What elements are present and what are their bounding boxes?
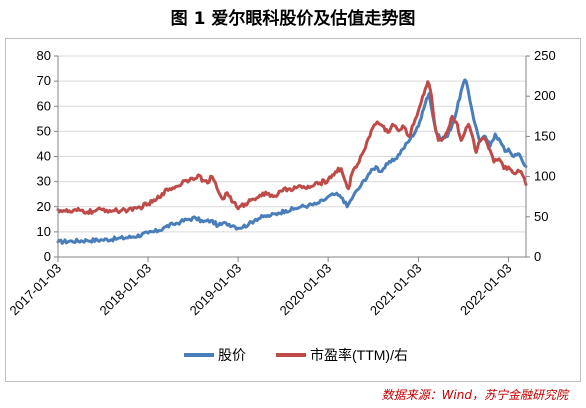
- x-tick-label: 2018-01-03: [97, 261, 155, 319]
- gridlines: [58, 55, 526, 233]
- y2-tick-label: 150: [534, 128, 556, 143]
- y-tick-label: 20: [37, 199, 51, 214]
- series-lines: [56, 78, 528, 245]
- y-tick-label: 0: [44, 249, 51, 264]
- line-chart: 0 10 20 30 40 50 60 70 80 0 50 100 150 200 250 2017-01-…: [6, 48, 555, 363]
- source-note: 数据来源：Wind，苏宁金融研究院: [381, 388, 568, 402]
- axes: [54, 55, 530, 262]
- y2-tick-label: 0: [534, 249, 541, 264]
- y2-tick-label: 200: [534, 88, 556, 103]
- x-tick-label: 2022-01-03: [457, 261, 515, 319]
- figure-title: 图 1 爱尔眼科股价及估值走势图: [170, 9, 416, 29]
- y-tick-label: 50: [37, 123, 51, 138]
- series-line-pe: [56, 80, 528, 215]
- tick-labels: 0 10 20 30 40 50 60 70 80 0 50 100 150 200 250 2017-01-…: [6, 48, 555, 318]
- y-tick-label: 80: [37, 48, 51, 63]
- legend-label: 股价: [218, 347, 246, 363]
- y2-tick-label: 100: [534, 169, 556, 184]
- legend: 股价 市盈率(TTM)/右: [184, 347, 408, 363]
- x-tick-label: 2017-01-03: [6, 261, 64, 319]
- x-tick-label: 2020-01-03: [277, 261, 335, 319]
- series-line-price: [56, 78, 528, 245]
- y-tick-label: 40: [37, 149, 51, 164]
- y-tick-label: 30: [37, 174, 51, 189]
- y-tick-label: 70: [37, 73, 51, 88]
- legend-item-price: 股价: [184, 347, 246, 363]
- y-tick-label: 10: [37, 224, 51, 239]
- legend-label: 市盈率(TTM)/右: [310, 347, 408, 363]
- y2-tick-label: 250: [534, 48, 556, 63]
- chart-frame: 0 10 20 30 40 50 60 70 80 0 50 100 150 200 250 2017-01-…: [5, 38, 581, 382]
- x-tick-label: 2019-01-03: [187, 261, 245, 319]
- y-tick-label: 60: [37, 98, 51, 113]
- legend-item-pe: 市盈率(TTM)/右: [276, 347, 408, 363]
- y2-tick-label: 50: [534, 209, 548, 224]
- x-tick-label: 2021-01-03: [367, 261, 425, 319]
